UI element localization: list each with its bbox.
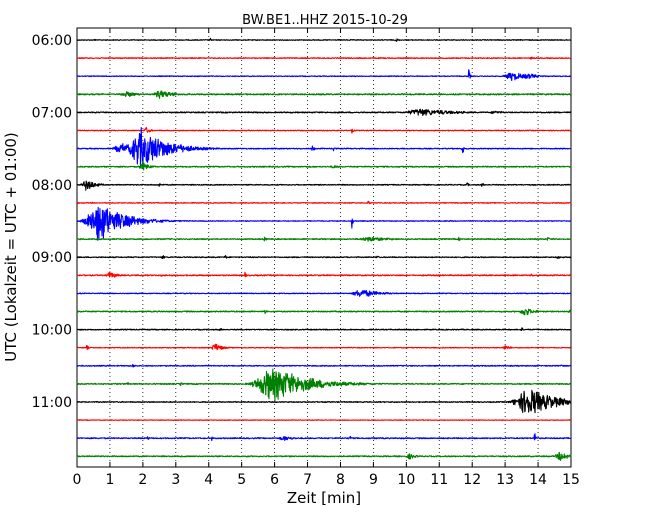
x-tick-label-4: 4 — [204, 472, 213, 488]
y-axis: 06:00 07:00 08:00 09:00 10:00 11:00 — [32, 33, 571, 411]
y-tick-label-0600: 06:00 — [32, 33, 72, 49]
x-tick-label-7: 7 — [303, 472, 312, 488]
x-tick-label-8: 8 — [336, 472, 345, 488]
trace-0715 — [76, 127, 572, 134]
trace-0930 — [76, 290, 572, 297]
trace-1000 — [76, 327, 572, 332]
x-axis: 0 1 2 3 4 5 6 7 8 9 10 11 12 13 14 15 — [73, 28, 580, 488]
trace-0900 — [76, 255, 572, 260]
x-tick-label-6: 6 — [270, 472, 279, 488]
trace-0600 — [76, 37, 572, 42]
trace-1115 — [76, 419, 572, 421]
trace-0915 — [76, 271, 572, 278]
x-tick-label-5: 5 — [237, 472, 246, 488]
y-tick-label-0900: 09:00 — [32, 250, 72, 266]
trace-0945 — [76, 308, 572, 316]
y-tick-label-1100: 11:00 — [32, 395, 72, 411]
y-tick-label-0700: 07:00 — [32, 105, 72, 121]
trace-1100 — [76, 389, 572, 414]
trace-0745 — [76, 161, 572, 171]
x-tick-label-0: 0 — [73, 472, 82, 488]
trace-1145 — [76, 451, 572, 461]
trace-0730 — [76, 126, 572, 167]
trace-1030 — [76, 363, 572, 368]
trace-1045 — [76, 368, 572, 402]
trace-0800 — [76, 180, 572, 191]
x-tick-label-1: 1 — [105, 472, 114, 488]
trace-0845 — [76, 236, 572, 242]
x-tick-label-14: 14 — [529, 472, 547, 488]
trace-0830 — [76, 206, 572, 241]
trace-0645 — [76, 90, 572, 99]
trace-1130 — [76, 433, 572, 442]
plot-frame — [76, 27, 572, 468]
x-tick-label-10: 10 — [397, 472, 415, 488]
y-axis-label: UTC (Lokalzeit = UTC + 01:00) — [2, 132, 20, 362]
trace-0700 — [76, 108, 572, 117]
x-tick-label-2: 2 — [138, 472, 147, 488]
trace-group — [76, 37, 572, 461]
trace-0815 — [76, 200, 572, 205]
x-tick-label-12: 12 — [463, 472, 481, 488]
x-tick-label-15: 15 — [562, 472, 580, 488]
trace-1015 — [76, 343, 572, 351]
y-tick-label-1000: 10:00 — [32, 323, 72, 339]
x-tick-label-9: 9 — [369, 472, 378, 488]
x-tick-label-11: 11 — [430, 472, 448, 488]
x-tick-label-3: 3 — [171, 472, 180, 488]
x-tick-label-13: 13 — [496, 472, 514, 488]
trace-0630 — [76, 69, 572, 82]
chart-title: BW.BE1..HHZ 2015-10-29 — [242, 13, 408, 28]
y-tick-label-0800: 08:00 — [32, 178, 72, 194]
trace-0615 — [76, 56, 572, 60]
x-axis-label: Zeit [min] — [287, 489, 361, 507]
